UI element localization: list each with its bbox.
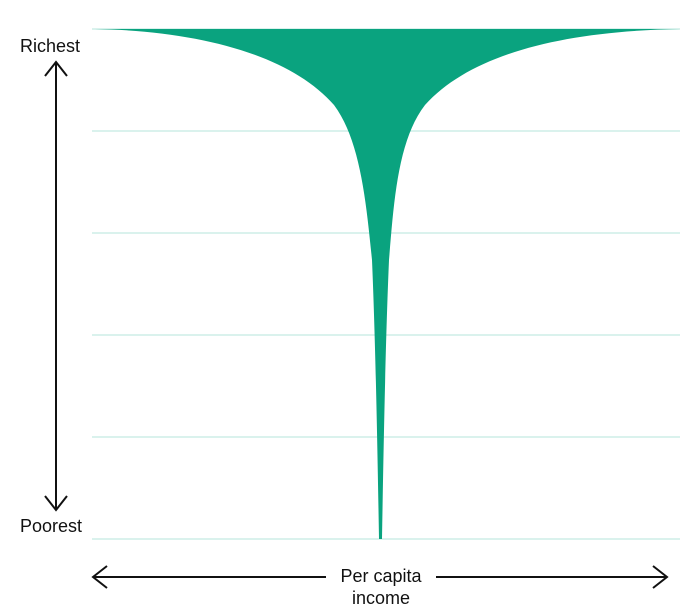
income-distribution-shape [95,29,680,539]
arrow-up-icon [44,60,68,77]
x-axis-label-line2: income [352,588,410,608]
x-axis-label-line1: Per capita [340,566,422,586]
horizontal-arrow [91,565,669,589]
arrow-right-icon [652,565,669,589]
y-axis-top-label: Richest [20,36,80,56]
arrow-left-icon [91,565,108,589]
y-axis-bottom-label: Poorest [20,516,82,536]
vertical-arrow [44,60,68,512]
arrow-down-icon [44,495,68,512]
